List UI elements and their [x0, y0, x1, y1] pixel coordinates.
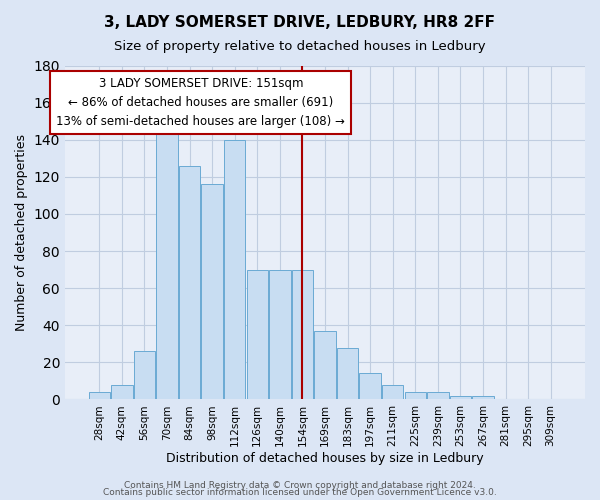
Bar — [179, 166, 200, 400]
Bar — [314, 331, 335, 400]
Bar — [89, 392, 110, 400]
Text: Contains HM Land Registry data © Crown copyright and database right 2024.: Contains HM Land Registry data © Crown c… — [124, 480, 476, 490]
Bar — [472, 396, 494, 400]
Bar — [292, 270, 313, 400]
Text: 3 LADY SOMERSET DRIVE: 151sqm
← 86% of detached houses are smaller (691)
13% of : 3 LADY SOMERSET DRIVE: 151sqm ← 86% of d… — [56, 76, 345, 128]
Bar — [337, 348, 358, 400]
Bar — [404, 392, 426, 400]
Text: Size of property relative to detached houses in Ledbury: Size of property relative to detached ho… — [114, 40, 486, 53]
Bar — [359, 374, 381, 400]
Bar — [111, 384, 133, 400]
Bar — [134, 351, 155, 400]
Bar — [202, 184, 223, 400]
Text: Contains public sector information licensed under the Open Government Licence v3: Contains public sector information licen… — [103, 488, 497, 497]
Bar — [156, 128, 178, 400]
Bar — [224, 140, 245, 400]
Bar — [449, 396, 471, 400]
Bar — [427, 392, 449, 400]
X-axis label: Distribution of detached houses by size in Ledbury: Distribution of detached houses by size … — [166, 452, 484, 465]
Bar — [269, 270, 290, 400]
Bar — [247, 270, 268, 400]
Text: 3, LADY SOMERSET DRIVE, LEDBURY, HR8 2FF: 3, LADY SOMERSET DRIVE, LEDBURY, HR8 2FF — [104, 15, 496, 30]
Bar — [382, 384, 403, 400]
Y-axis label: Number of detached properties: Number of detached properties — [15, 134, 28, 331]
